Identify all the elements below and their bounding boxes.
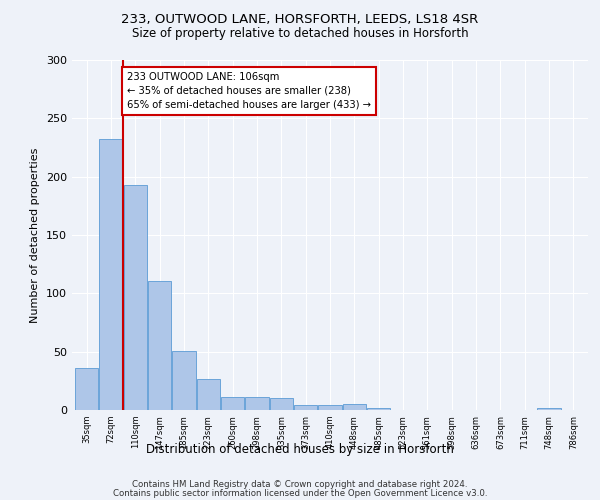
Bar [197,378,220,410]
Text: 233, OUTWOOD LANE, HORSFORTH, LEEDS, LS18 4SR: 233, OUTWOOD LANE, HORSFORTH, LEEDS, LS1… [121,12,479,26]
Text: 233 OUTWOOD LANE: 106sqm
← 35% of detached houses are smaller (238)
65% of semi-: 233 OUTWOOD LANE: 106sqm ← 35% of detach… [127,72,371,110]
Text: Distribution of detached houses by size in Horsforth: Distribution of detached houses by size … [146,442,454,456]
Bar [294,406,317,410]
Bar [221,397,244,410]
Bar [172,350,196,410]
Bar [75,368,98,410]
Text: Size of property relative to detached houses in Horsforth: Size of property relative to detached ho… [131,28,469,40]
Bar [367,408,390,410]
Bar [124,185,147,410]
Bar [100,140,122,410]
Bar [343,404,366,410]
Bar [148,280,171,410]
Bar [319,406,341,410]
Bar [245,397,269,410]
Text: Contains HM Land Registry data © Crown copyright and database right 2024.: Contains HM Land Registry data © Crown c… [132,480,468,489]
Bar [270,398,293,410]
Y-axis label: Number of detached properties: Number of detached properties [31,148,40,322]
Text: Contains public sector information licensed under the Open Government Licence v3: Contains public sector information licen… [113,488,487,498]
Bar [538,408,560,410]
